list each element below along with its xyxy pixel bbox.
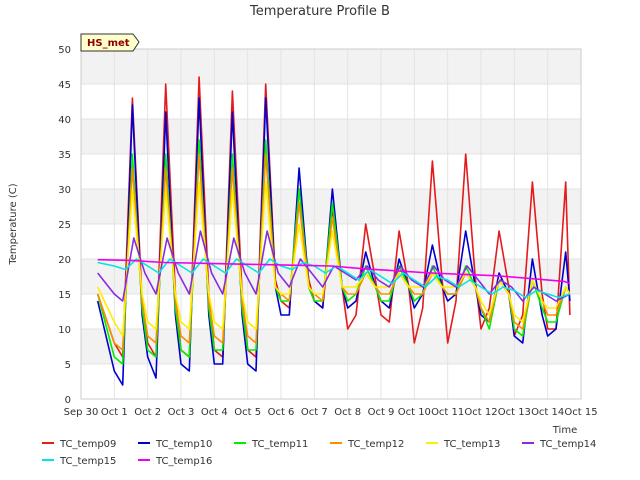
- y-tick-label: 5: [65, 360, 71, 371]
- series-line-tc-temp16: [97, 258, 571, 285]
- plot-frame: [80, 48, 582, 400]
- x-tick-label: Oct 6: [268, 407, 295, 418]
- x-tick-label: Oct 15: [564, 407, 597, 418]
- x-axis-label: Time: [552, 425, 577, 436]
- x-tick-label: Oct 3: [168, 407, 195, 418]
- legend-label: TC_temp16: [155, 456, 212, 467]
- x-tick-label: Oct 8: [334, 407, 361, 418]
- plot-band: [81, 329, 581, 364]
- y-tick-labels: 0 5 10 15 20 25 30 35 40 45 50: [58, 45, 71, 406]
- legend-label: TC_temp13: [443, 439, 500, 450]
- series-lines: [96, 76, 571, 386]
- legend-label: TC_temp09: [59, 439, 116, 450]
- y-tick-label: 35: [58, 150, 71, 161]
- x-tick-label: Oct 14: [531, 407, 564, 418]
- x-tick-label: Oct 11: [431, 407, 464, 418]
- y-tick-label: 40: [58, 115, 71, 126]
- x-tick-label: Oct 13: [498, 407, 531, 418]
- legend-label: TC_temp11: [251, 439, 308, 450]
- x-tick-label: Oct 1: [101, 407, 128, 418]
- y-tick-label: 50: [58, 45, 71, 56]
- y-tick-label: 10: [58, 325, 71, 336]
- y-tick-label: 20: [58, 255, 71, 266]
- x-tick-label: Oct 9: [368, 407, 395, 418]
- badge-shape: [80, 33, 140, 52]
- legend: TC_temp09 TC_temp10 TC_temp11 TC_temp12 TC_t…: [42, 439, 596, 467]
- x-tick-label: Oct 12: [464, 407, 497, 418]
- legend-label: TC_temp10: [155, 439, 212, 450]
- plot-band: [81, 119, 581, 154]
- chart-title: Temperature Profile B: [249, 4, 390, 19]
- x-tick-label: Sep 30: [64, 407, 99, 418]
- x-tick-label: Oct 10: [398, 407, 431, 418]
- y-tick-label: 45: [58, 80, 71, 91]
- y-tick-label: 30: [58, 185, 71, 196]
- x-tick-labels: Sep 30 Oct 1 Oct 2 Oct 3 Oct 4 Oct 5 Oct 6 Oct …: [64, 407, 598, 418]
- plot-band: [81, 49, 581, 84]
- y-axis-label: Temperature (C): [8, 183, 19, 265]
- x-tick-label: Oct 4: [201, 407, 228, 418]
- legend-label: TC_temp12: [347, 439, 404, 450]
- badge-label: HS_met: [87, 38, 130, 49]
- legend-label: TC_temp14: [539, 439, 596, 450]
- x-tick-label: Oct 5: [234, 407, 261, 418]
- y-tick-label: 0: [65, 395, 71, 406]
- legend-label: TC_temp15: [59, 456, 116, 467]
- hs-met-badge: HS_met: [80, 33, 140, 52]
- y-tick-label: 25: [58, 220, 71, 231]
- x-tick-label: Oct 7: [301, 407, 328, 418]
- x-tick-label: Oct 2: [134, 407, 161, 418]
- y-tick-label: 15: [58, 290, 71, 301]
